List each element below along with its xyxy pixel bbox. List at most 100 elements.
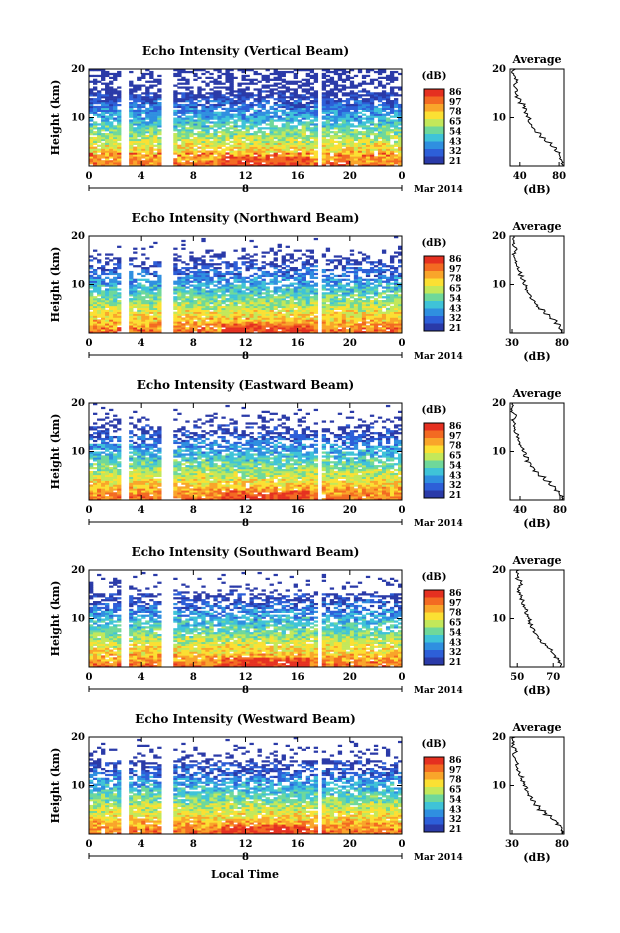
heatmap-cell bbox=[93, 317, 97, 319]
heatmap-cell bbox=[362, 83, 366, 85]
heatmap-cell bbox=[177, 79, 181, 81]
heatmap-cell bbox=[97, 314, 101, 316]
heatmap-cell bbox=[354, 143, 358, 145]
heatmap-cell bbox=[229, 137, 233, 139]
heatmap-cell bbox=[386, 283, 390, 285]
heatmap-cell bbox=[310, 94, 314, 96]
heatmap-cell bbox=[258, 110, 262, 112]
heatmap-cell bbox=[181, 110, 185, 112]
heatmap-cell bbox=[314, 290, 318, 292]
heatmap-cell bbox=[141, 100, 145, 102]
heatmap-cell bbox=[233, 306, 237, 308]
heatmap-cell bbox=[258, 302, 262, 304]
heatmap-cell bbox=[362, 75, 366, 77]
heatmap-cell bbox=[229, 149, 233, 151]
x-tick-label: 8 bbox=[190, 171, 197, 182]
heatmap-cell bbox=[302, 275, 306, 277]
heatmap-cell bbox=[282, 288, 286, 290]
heatmap-cell bbox=[254, 286, 258, 288]
heatmap-cell bbox=[366, 135, 370, 137]
heatmap-cell bbox=[386, 156, 390, 158]
heatmap-cell bbox=[246, 294, 250, 296]
heatmap-cell bbox=[105, 121, 109, 123]
colorbar-swatch bbox=[424, 127, 444, 135]
heatmap-cell bbox=[334, 158, 338, 160]
heatmap-cell bbox=[205, 71, 209, 73]
heatmap-cell bbox=[306, 81, 310, 83]
heatmap-cell bbox=[145, 86, 149, 88]
heatmap-cell bbox=[302, 319, 306, 321]
heatmap-cell bbox=[113, 154, 117, 156]
heatmap-cell bbox=[97, 316, 101, 318]
heatmap-cell bbox=[141, 96, 145, 98]
heatmap-cell bbox=[354, 273, 358, 275]
heatmap-cell bbox=[89, 108, 93, 110]
heatmap-cell bbox=[286, 312, 290, 314]
heatmap-cell bbox=[189, 310, 193, 312]
heatmap-cell bbox=[382, 162, 386, 164]
heatmap-cell bbox=[350, 150, 354, 152]
heatmap-cell bbox=[246, 327, 250, 329]
heatmap-cell bbox=[250, 96, 254, 98]
heatmap-cell bbox=[205, 100, 209, 102]
heatmap-cell bbox=[149, 75, 153, 77]
heatmap-cell bbox=[310, 304, 314, 306]
heatmap-cell bbox=[113, 149, 117, 151]
heatmap-cell bbox=[181, 283, 185, 285]
heatmap-cell bbox=[274, 85, 278, 87]
heatmap-cell bbox=[117, 319, 121, 321]
heatmap-cell bbox=[177, 325, 181, 327]
heatmap-cell bbox=[390, 154, 394, 156]
heatmap-cell bbox=[346, 156, 350, 158]
heatmap-cell bbox=[185, 302, 189, 304]
heatmap-cell bbox=[354, 327, 358, 329]
heatmap-cell bbox=[378, 112, 382, 114]
heatmap-cell bbox=[129, 116, 133, 118]
heatmap-cell bbox=[201, 133, 205, 135]
heatmap-cell bbox=[193, 133, 197, 135]
heatmap-cell bbox=[386, 98, 390, 100]
heatmap-cell bbox=[382, 98, 386, 100]
heatmap-cell bbox=[270, 150, 274, 152]
heatmap-cell bbox=[358, 139, 362, 141]
heatmap-cell bbox=[233, 273, 237, 275]
heatmap-cell bbox=[354, 135, 358, 137]
heatmap-cell bbox=[93, 143, 97, 145]
heatmap-cell bbox=[258, 296, 262, 298]
heatmap-cell bbox=[262, 104, 266, 106]
heatmap-cell bbox=[193, 314, 197, 316]
heatmap-cell bbox=[262, 121, 266, 123]
heatmap-cell bbox=[105, 94, 109, 96]
heatmap-cell bbox=[133, 133, 137, 135]
heatmap-cell bbox=[181, 271, 185, 273]
heatmap-cell bbox=[181, 267, 185, 269]
heatmap-cell bbox=[217, 102, 221, 104]
heatmap-cell bbox=[189, 116, 193, 118]
heatmap-cell bbox=[290, 133, 294, 135]
heatmap-cell bbox=[201, 304, 205, 306]
heatmap-cell bbox=[149, 102, 153, 104]
heatmap-cell bbox=[129, 312, 133, 314]
heatmap-cell bbox=[342, 127, 346, 129]
heatmap-cell bbox=[233, 96, 237, 98]
heatmap-cell bbox=[209, 298, 213, 300]
heatmap-cell bbox=[113, 279, 117, 281]
heatmap-cell bbox=[354, 110, 358, 112]
heatmap-cell bbox=[117, 137, 121, 139]
heatmap-cell bbox=[314, 296, 318, 298]
heatmap-cell bbox=[350, 156, 354, 158]
heatmap-cell bbox=[298, 288, 302, 290]
heatmap-cell bbox=[342, 310, 346, 312]
heatmap-cell bbox=[153, 116, 157, 118]
heatmap-cell bbox=[314, 137, 318, 139]
heatmap-cell bbox=[205, 263, 209, 265]
heatmap-cell bbox=[189, 100, 193, 102]
heatmap-cell bbox=[241, 292, 245, 294]
heatmap-cell bbox=[350, 294, 354, 296]
heatmap-cell bbox=[109, 152, 113, 154]
heatmap-cell bbox=[250, 125, 254, 127]
heatmap-cell bbox=[286, 88, 290, 90]
heatmap-cell bbox=[217, 158, 221, 160]
heatmap-cell bbox=[374, 317, 378, 319]
heatmap-cell bbox=[310, 302, 314, 304]
